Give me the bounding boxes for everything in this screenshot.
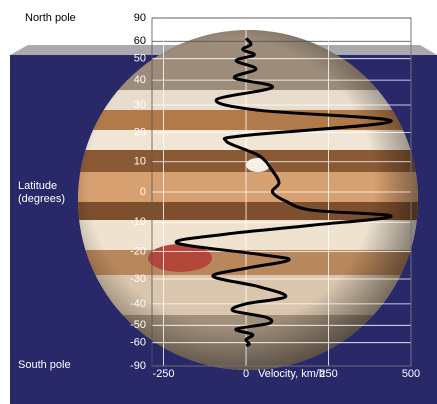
south-label: South pole bbox=[18, 359, 71, 371]
y-axis-label: Latitude bbox=[18, 180, 57, 192]
page: {"chart_data": {"type": "line", "north_l… bbox=[0, 0, 437, 404]
y-axis-label: (degrees) bbox=[18, 193, 65, 205]
y-tick-label: -20 bbox=[130, 245, 146, 257]
y-tick-label: 20 bbox=[134, 126, 146, 138]
y-tick-label: 10 bbox=[134, 156, 146, 168]
y-tick-label: 60 bbox=[134, 35, 146, 47]
y-tick-label: 90 bbox=[134, 12, 146, 24]
y-tick-label: -30 bbox=[130, 273, 146, 285]
x-tick-label: 500 bbox=[402, 368, 420, 380]
x-tick-label: 250 bbox=[319, 368, 337, 380]
chart: North pole South pole Latitude (degrees)… bbox=[0, 0, 437, 404]
y-tick-label: -50 bbox=[130, 319, 146, 331]
y-tick-label: -10 bbox=[130, 216, 146, 228]
x-tick-label: -250 bbox=[153, 368, 175, 380]
x-tick-label: 0 bbox=[243, 368, 249, 380]
y-tick-label: 30 bbox=[134, 99, 146, 111]
x-axis-label: Velocity, km/h bbox=[258, 368, 325, 380]
y-tick-label: 40 bbox=[134, 74, 146, 86]
y-tick-label: -90 bbox=[130, 360, 146, 372]
y-tick-label: 50 bbox=[134, 53, 146, 65]
north-label: North pole bbox=[25, 12, 76, 24]
y-tick-label: -40 bbox=[130, 298, 146, 310]
y-tick-label: -60 bbox=[130, 337, 146, 349]
y-tick-label: 0 bbox=[140, 186, 146, 198]
